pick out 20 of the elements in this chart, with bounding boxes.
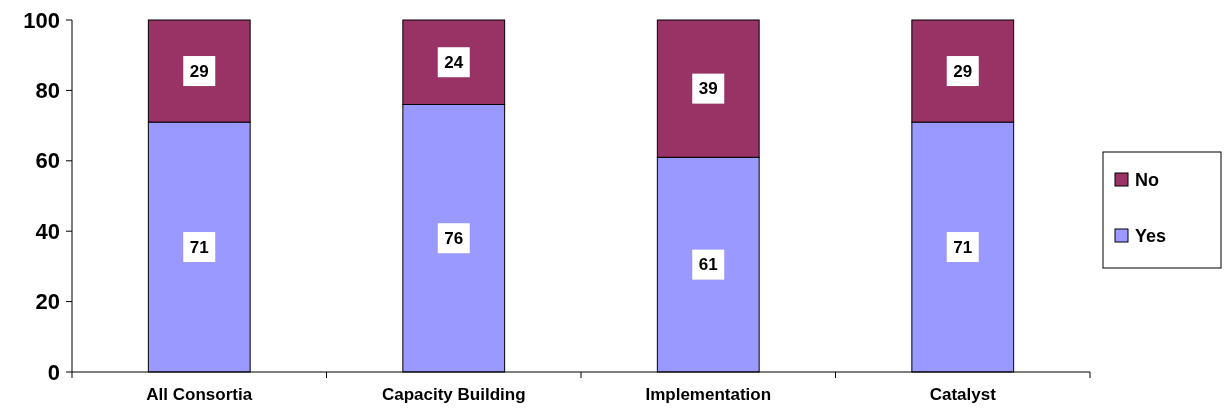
x-tick-label: Capacity Building	[381, 385, 526, 404]
data-label: 76	[444, 228, 464, 248]
y-tick-label: 0	[47, 359, 60, 385]
y-tick-label: 40	[35, 218, 60, 244]
data-label: 61	[698, 255, 718, 275]
y-tick-label: 80	[35, 77, 60, 103]
y-tick-label: 60	[35, 148, 60, 174]
data-label: 39	[698, 79, 718, 99]
legend-label: No	[1135, 170, 1159, 190]
y-tick-label: 20	[35, 289, 60, 315]
x-tick-label: Implementation	[645, 385, 772, 404]
x-tick-label: All Consortia	[146, 385, 253, 404]
data-label: 29	[953, 61, 973, 81]
y-tick-label: 100	[23, 7, 60, 33]
data-label: 71	[953, 237, 973, 257]
legend-label: Yes	[1135, 226, 1167, 246]
x-tick-label: Catalyst	[929, 385, 997, 404]
data-label: 71	[189, 237, 209, 257]
data-label: 29	[189, 61, 209, 81]
data-label: 24	[444, 52, 464, 72]
